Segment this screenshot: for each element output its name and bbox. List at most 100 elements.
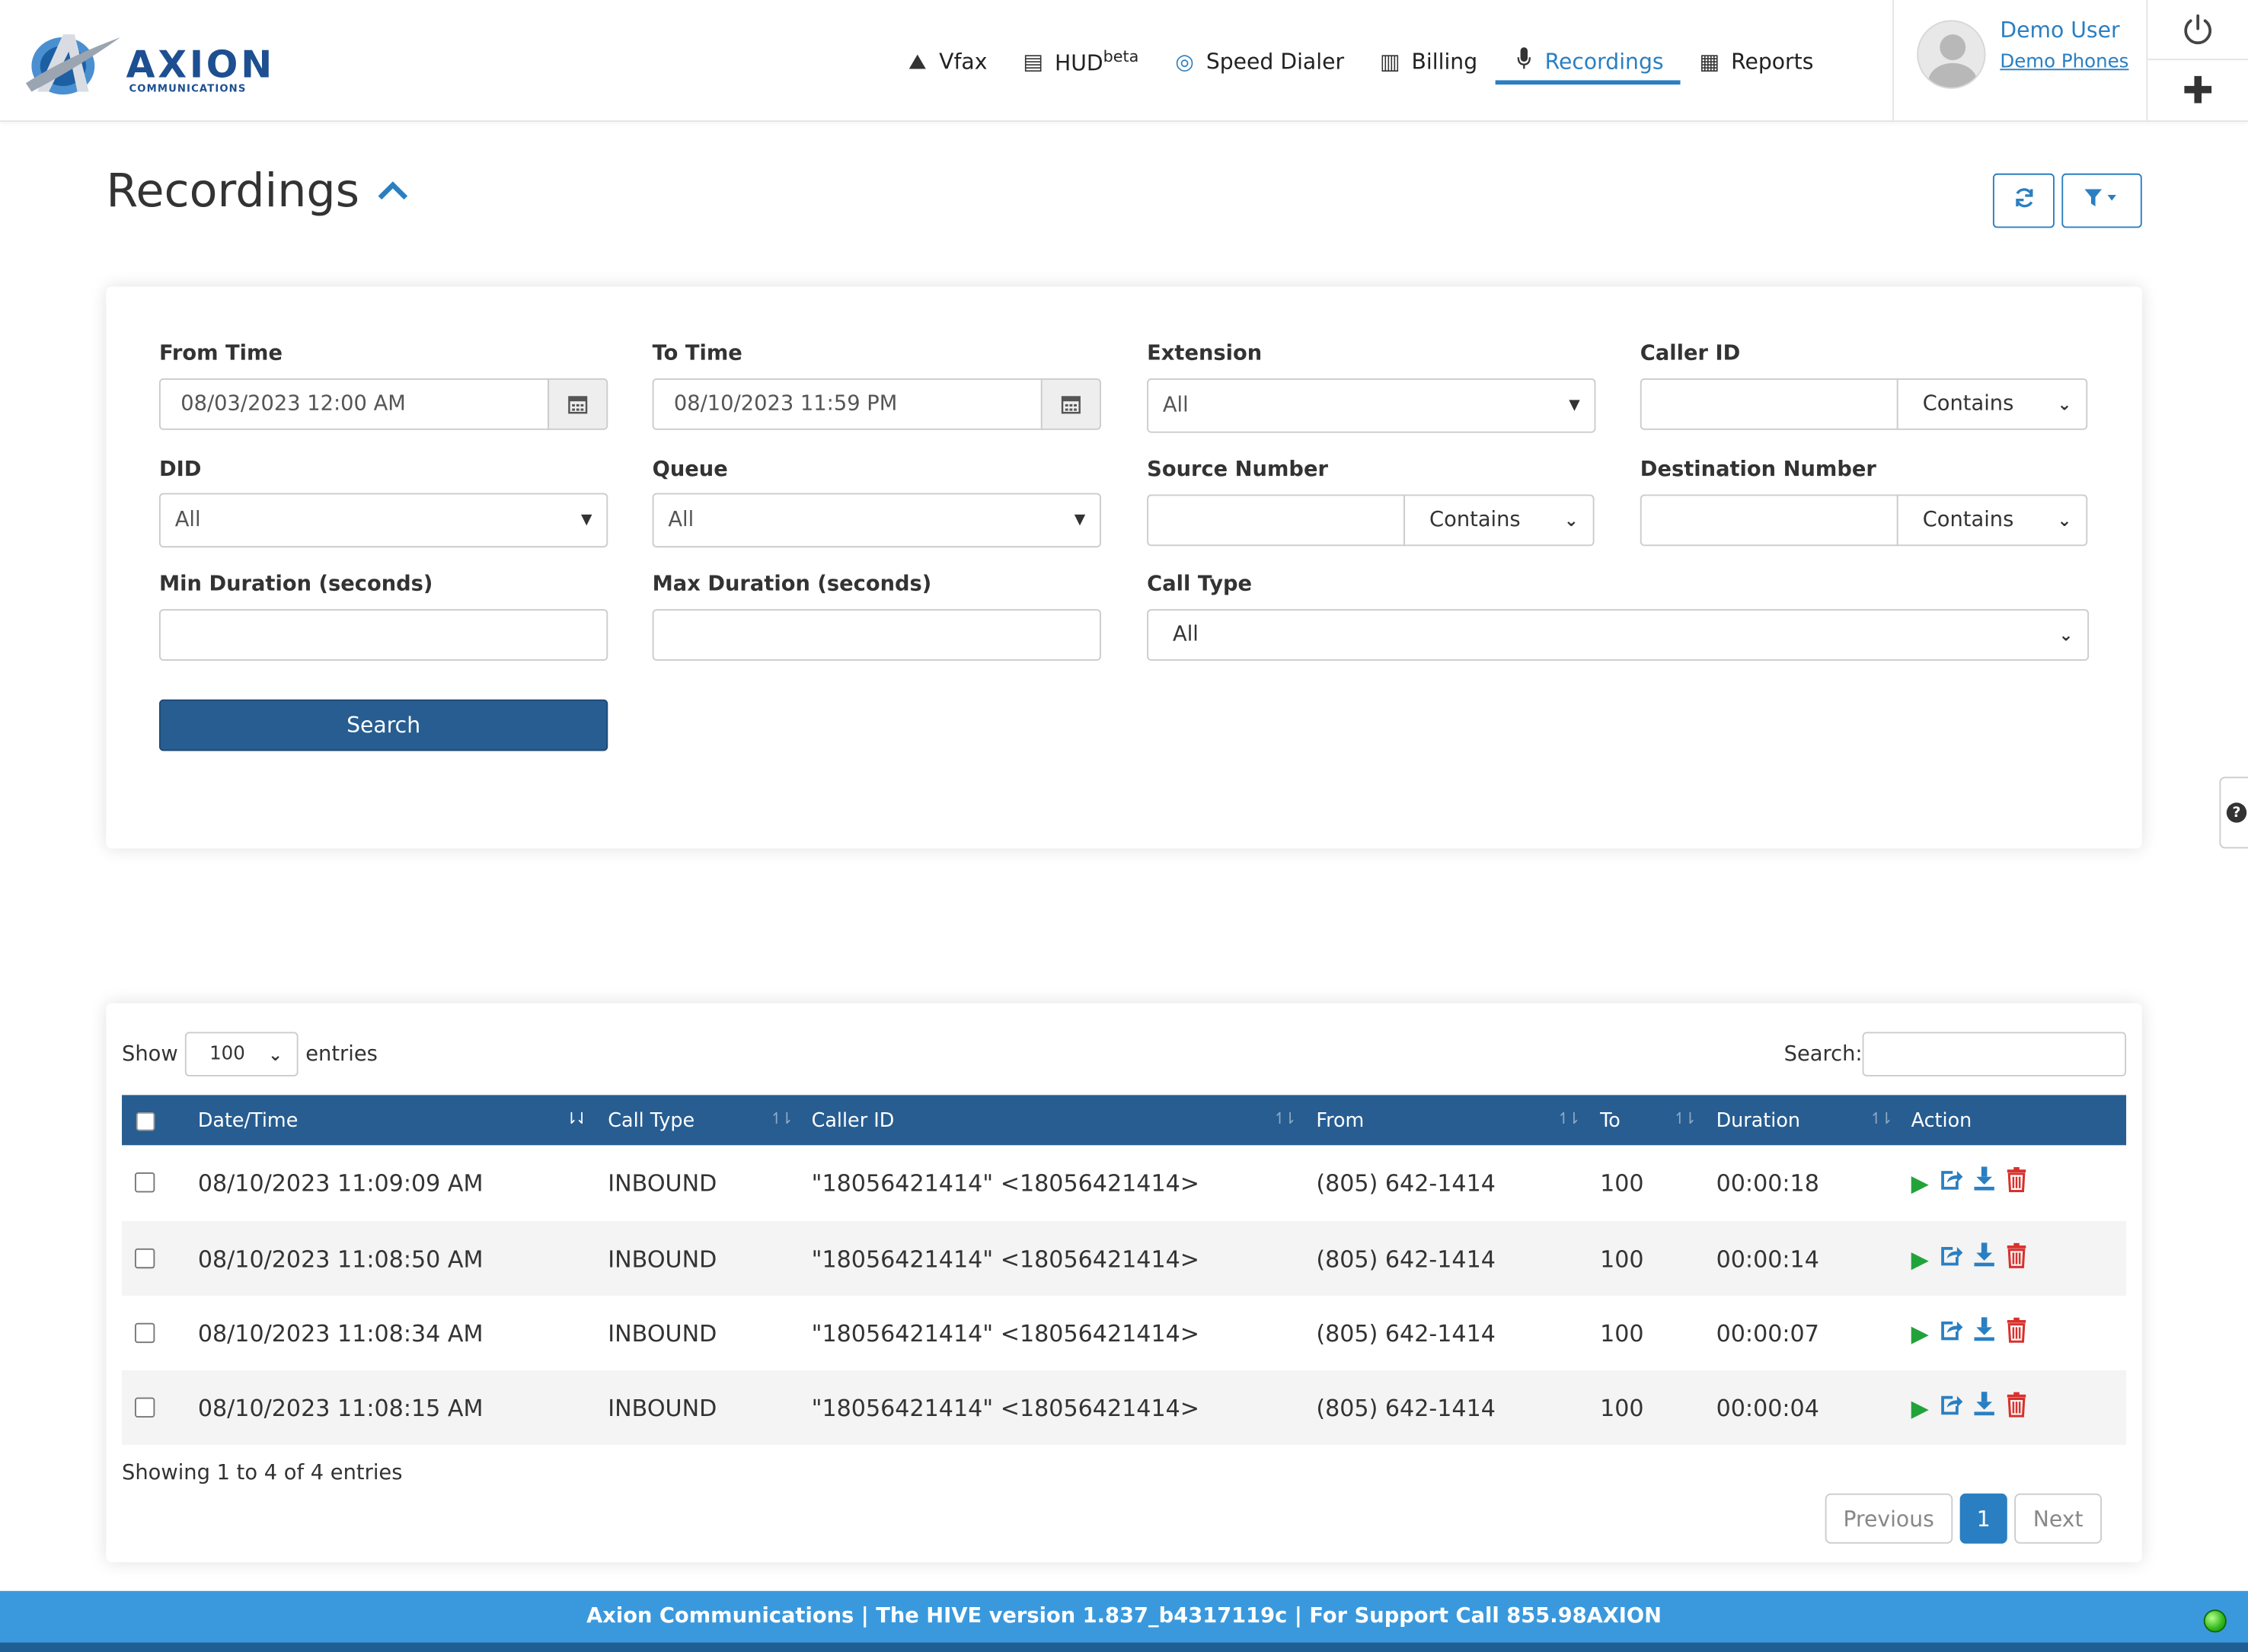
play-icon[interactable]: ▶ — [1911, 1319, 1929, 1347]
page-1-button[interactable]: 1 — [1959, 1493, 2007, 1544]
nav-hud[interactable]: ▤ HUDbeta — [1004, 0, 1156, 122]
to-time-input[interactable]: 08/10/2023 11:59 PM — [652, 378, 1043, 430]
share-icon[interactable] — [1939, 1392, 1964, 1423]
extension-select[interactable]: All ▼ — [1147, 378, 1596, 433]
search-button[interactable]: Search — [158, 699, 608, 751]
plus-icon[interactable]: ✚ — [2182, 69, 2214, 113]
question-icon: ? — [2226, 802, 2247, 823]
filter-dropdown-button[interactable] — [2061, 173, 2142, 228]
power-icon[interactable] — [2147, 0, 2248, 61]
page-length-control: Show 100 ⌄ entries — [122, 1032, 378, 1076]
trash-icon[interactable] — [2006, 1391, 2027, 1424]
filter-icon — [2084, 187, 2121, 215]
caller-id-input[interactable] — [1640, 378, 1898, 430]
queue-select[interactable]: All ▼ — [652, 493, 1101, 548]
user-org-link[interactable]: Demo Phones — [2000, 51, 2129, 74]
destination-number-match-value: Contains — [1922, 509, 2014, 532]
cell-to: 100 — [1600, 1245, 1644, 1272]
nav-vfax[interactable]: ⛰ Vfax — [889, 0, 1004, 122]
row-checkbox[interactable] — [134, 1248, 155, 1269]
download-icon[interactable] — [1973, 1242, 1996, 1274]
from-time-calendar-icon[interactable] — [548, 378, 608, 430]
nav-recordings[interactable]: Recordings — [1494, 0, 1681, 122]
download-icon[interactable] — [1973, 1317, 1996, 1348]
cell-from: (805) 642-1414 — [1316, 1245, 1496, 1272]
caller-id-match-select[interactable]: Contains ⌄ — [1896, 378, 2088, 430]
nav-billing[interactable]: ▥ Billing — [1362, 0, 1495, 122]
row-checkbox[interactable] — [134, 1322, 155, 1344]
sort-desc-icon[interactable]: ⇂⇃ — [564, 1109, 589, 1128]
trash-icon[interactable] — [2006, 1316, 2027, 1349]
play-icon[interactable]: ▶ — [1911, 1393, 1929, 1421]
refresh-button[interactable] — [1992, 173, 2055, 228]
help-tab[interactable]: ? — [2219, 777, 2248, 849]
reports-icon: ▦ — [1699, 48, 1720, 74]
column-caller-id[interactable]: Caller ID — [811, 1108, 895, 1132]
side-buttons: ✚ — [2147, 0, 2248, 122]
billing-icon: ▥ — [1379, 48, 1400, 74]
caret-down-icon: ▼ — [1569, 397, 1580, 414]
chevron-down-icon: ⌄ — [268, 1044, 283, 1064]
chevron-down-icon: ⌄ — [1563, 510, 1579, 531]
call-type-select[interactable]: All ⌄ — [1147, 609, 2090, 661]
column-from[interactable]: From — [1316, 1108, 1365, 1132]
did-select[interactable]: All ▼ — [158, 493, 608, 548]
user-name[interactable]: Demo User — [2000, 17, 2120, 43]
play-icon[interactable]: ▶ — [1911, 1169, 1929, 1197]
row-actions: ▶ — [1911, 1145, 2028, 1220]
to-time-calendar-icon[interactable] — [1040, 378, 1101, 430]
status-indicator-icon — [2203, 1609, 2227, 1633]
trash-icon[interactable] — [2006, 1166, 2027, 1199]
column-duration[interactable]: Duration — [1716, 1108, 1800, 1132]
share-icon[interactable] — [1939, 1167, 1964, 1198]
column-to[interactable]: To — [1600, 1108, 1621, 1132]
download-icon[interactable] — [1973, 1392, 1996, 1423]
column-datetime[interactable]: Date/Time — [197, 1108, 299, 1132]
previous-page-button[interactable]: Previous — [1825, 1493, 1953, 1544]
source-number-match-select[interactable]: Contains ⌄ — [1403, 494, 1595, 547]
cell-duration: 00:00:14 — [1716, 1245, 1819, 1272]
collapse-chevron-up-icon[interactable] — [377, 174, 408, 208]
cell-from: (805) 642-1414 — [1316, 1319, 1496, 1347]
nav-reports[interactable]: ▦ Reports — [1681, 0, 1831, 122]
play-icon[interactable]: ▶ — [1911, 1245, 1929, 1272]
table-header: Date/Time ⇂⇃ Call Type ↿⇂ Caller ID ↿⇂ F… — [122, 1095, 2127, 1146]
sort-icon[interactable]: ↿⇂ — [1272, 1109, 1297, 1128]
row-checkbox[interactable] — [134, 1397, 155, 1418]
share-icon[interactable] — [1939, 1318, 1964, 1348]
user-menu[interactable]: Demo User Demo Phones — [1892, 0, 2148, 123]
share-icon[interactable] — [1939, 1243, 1964, 1274]
max-duration-input[interactable] — [652, 609, 1101, 661]
min-duration-input[interactable] — [158, 609, 608, 661]
next-page-button[interactable]: Next — [2014, 1493, 2103, 1544]
destination-number-match-select[interactable]: Contains ⌄ — [1896, 494, 2088, 547]
nav-speed-dialer[interactable]: ◎ Speed Dialer — [1156, 0, 1362, 122]
axion-logo[interactable]: AXION COMMUNICATIONS — [23, 26, 272, 100]
nav-vfax-label: Vfax — [939, 48, 988, 74]
cell-datetime: 08/10/2023 11:08:34 AM — [197, 1319, 484, 1347]
filter-panel: From Time 08/03/2023 12:00 AM To Time 08… — [106, 286, 2142, 849]
table-search-input[interactable] — [1862, 1032, 2127, 1076]
sort-icon[interactable]: ↿⇂ — [770, 1109, 794, 1128]
sort-icon[interactable]: ↿⇂ — [1557, 1109, 1581, 1128]
sort-icon[interactable]: ↿⇂ — [1870, 1109, 1893, 1128]
download-icon[interactable] — [1973, 1166, 1996, 1198]
row-checkbox[interactable] — [134, 1172, 155, 1193]
cell-caller-id: "18056421414" <18056421414> — [811, 1169, 1200, 1197]
from-time-input[interactable]: 08/03/2023 12:00 AM — [158, 378, 550, 430]
did-label: DID — [158, 458, 202, 482]
column-call-type[interactable]: Call Type — [608, 1108, 695, 1132]
column-action: Action — [1911, 1108, 1972, 1132]
destination-number-input[interactable] — [1640, 494, 1898, 547]
sort-icon[interactable]: ↿⇂ — [1673, 1109, 1697, 1128]
page-length-select[interactable]: 100 ⌄ — [185, 1032, 299, 1076]
cell-duration: 00:00:18 — [1716, 1169, 1819, 1197]
cell-duration: 00:00:07 — [1716, 1319, 1819, 1347]
source-number-match-value: Contains — [1429, 509, 1521, 532]
table-row: 08/10/2023 11:08:34 AM INBOUND "18056421… — [122, 1296, 2126, 1370]
page-title: Recordings — [106, 164, 408, 218]
nav-recordings-label: Recordings — [1544, 48, 1664, 74]
select-all-checkbox[interactable] — [136, 1111, 155, 1131]
trash-icon[interactable] — [2006, 1242, 2027, 1274]
source-number-input[interactable] — [1147, 494, 1406, 547]
